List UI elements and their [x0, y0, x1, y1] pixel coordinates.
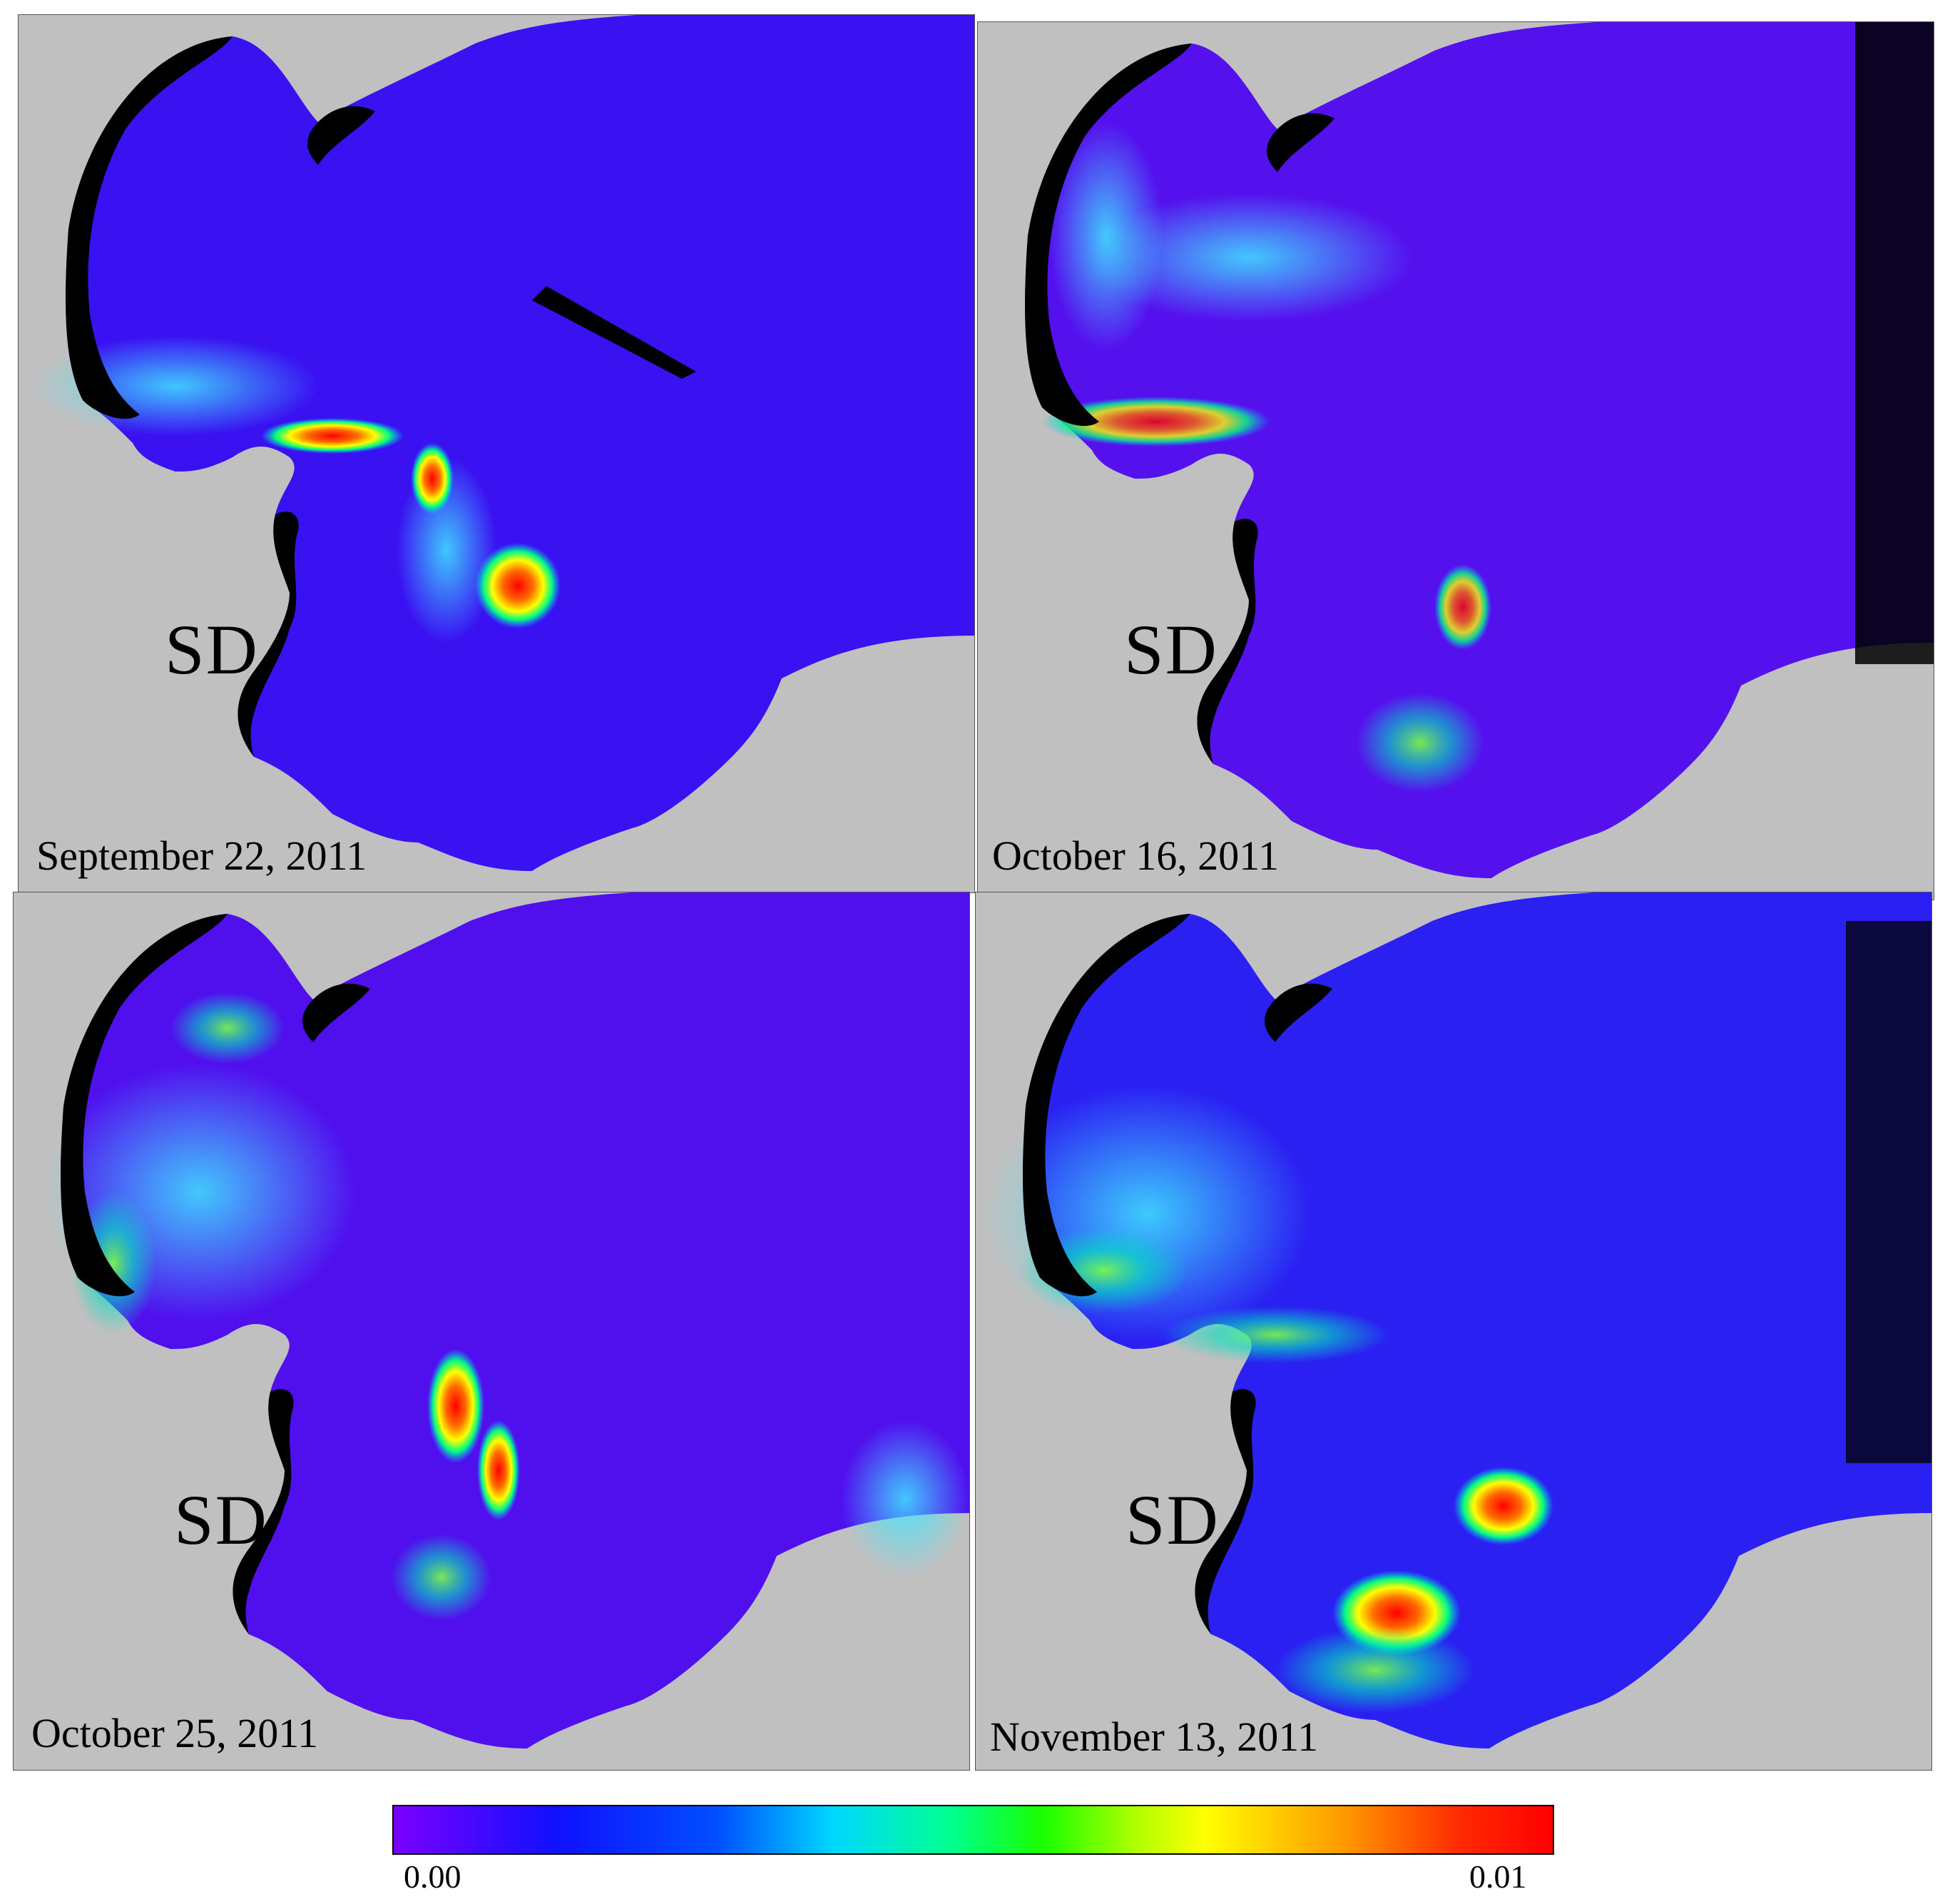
date-label: September 22, 2011: [36, 833, 367, 879]
concentration-map: [1025, 22, 1934, 878]
concentration-map: [983, 892, 1931, 1748]
map-panel-november-13: SD November 13, 2011: [975, 892, 1932, 1771]
map-panel-september: SD September 22, 2011: [18, 14, 975, 893]
site-label: SD: [1124, 610, 1218, 689]
concentration-map: [42, 892, 969, 1748]
date-label: October 25, 2011: [31, 1710, 319, 1756]
site-label: SD: [165, 610, 259, 689]
map-panel-october-25: SD October 25, 2011: [13, 892, 970, 1771]
concentration-map: [33, 15, 974, 871]
map-panel-october-16: SD October 16, 2011: [977, 21, 1934, 900]
colorbar: [392, 1805, 1554, 1855]
date-label: October 16, 2011: [992, 833, 1280, 879]
colorbar-max-label: 0.01: [1469, 1858, 1527, 1895]
colorbar-min-label: 0.00: [404, 1858, 461, 1895]
site-label: SD: [1125, 1480, 1220, 1559]
date-label: November 13, 2011: [990, 1714, 1319, 1760]
site-label: SD: [174, 1480, 268, 1559]
